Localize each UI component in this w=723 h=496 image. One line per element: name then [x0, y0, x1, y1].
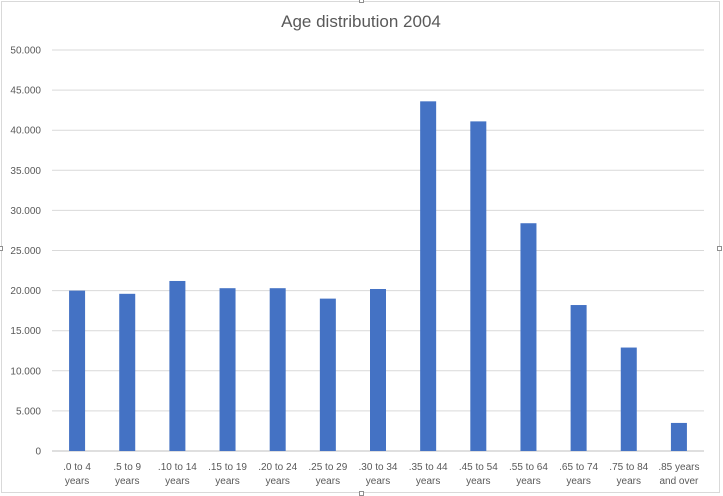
bar[interactable] [269, 288, 286, 451]
x-tick-label: .65 to 74 years [559, 462, 598, 487]
bar[interactable] [520, 223, 537, 451]
y-tick-label: 0 [35, 447, 41, 458]
bar[interactable] [570, 305, 587, 451]
x-tick-label: .5 to 9 years [113, 462, 141, 487]
y-tick-label: 50.000 [10, 46, 41, 57]
x-tick-label: .55 to 64 years [509, 462, 548, 487]
resize-handle-top[interactable] [359, 0, 364, 3]
resize-handle-left[interactable] [0, 246, 3, 251]
x-tick-label: .35 to 44 years [409, 462, 448, 487]
bar[interactable] [69, 290, 86, 451]
x-axis-labels: .0 to 4 years .5 to 9 years .10 to 14 years .1… [63, 462, 699, 487]
x-tick-label: .10 to 14 years [158, 462, 197, 487]
bar[interactable] [670, 422, 687, 451]
y-tick-label: 25.000 [10, 246, 41, 257]
x-tick-label: .20 to 24 years [258, 462, 297, 487]
bar[interactable] [169, 280, 186, 451]
bars [69, 101, 687, 452]
x-tick-label: .15 to 19 years [208, 462, 247, 487]
x-tick-label: .85 years and over [658, 462, 699, 487]
x-tick-label: .30 to 34 years [359, 462, 398, 487]
bar[interactable] [620, 347, 637, 451]
bar[interactable] [420, 101, 437, 451]
bar[interactable] [370, 288, 386, 451]
x-tick-label: .25 to 29 years [308, 462, 347, 487]
bar[interactable] [219, 288, 236, 451]
x-tick-label: .75 to 84 years [609, 462, 648, 487]
chart-title: Age distribution 2004 [281, 12, 441, 31]
x-tick-label: .45 to 54 years [459, 462, 498, 487]
y-tick-label: 40.000 [10, 126, 41, 137]
resize-handle-right[interactable] [717, 246, 722, 251]
x-tick-label: .0 to 4 years [63, 462, 91, 487]
y-tick-label: 35.000 [10, 166, 41, 177]
y-tick-label: 30.000 [10, 206, 41, 217]
y-tick-label: 45.000 [10, 86, 41, 97]
y-tick-label: 5.000 [16, 406, 41, 417]
bar[interactable] [470, 121, 487, 452]
y-axis-labels: 0 5.000 10.000 15.000 20.000 25.000 30.000 35.0… [10, 46, 41, 458]
y-tick-label: 20.000 [10, 286, 41, 297]
bar[interactable] [319, 298, 336, 451]
bar[interactable] [119, 293, 136, 451]
y-tick-label: 10.000 [10, 366, 41, 377]
y-tick-label: 15.000 [10, 326, 41, 337]
